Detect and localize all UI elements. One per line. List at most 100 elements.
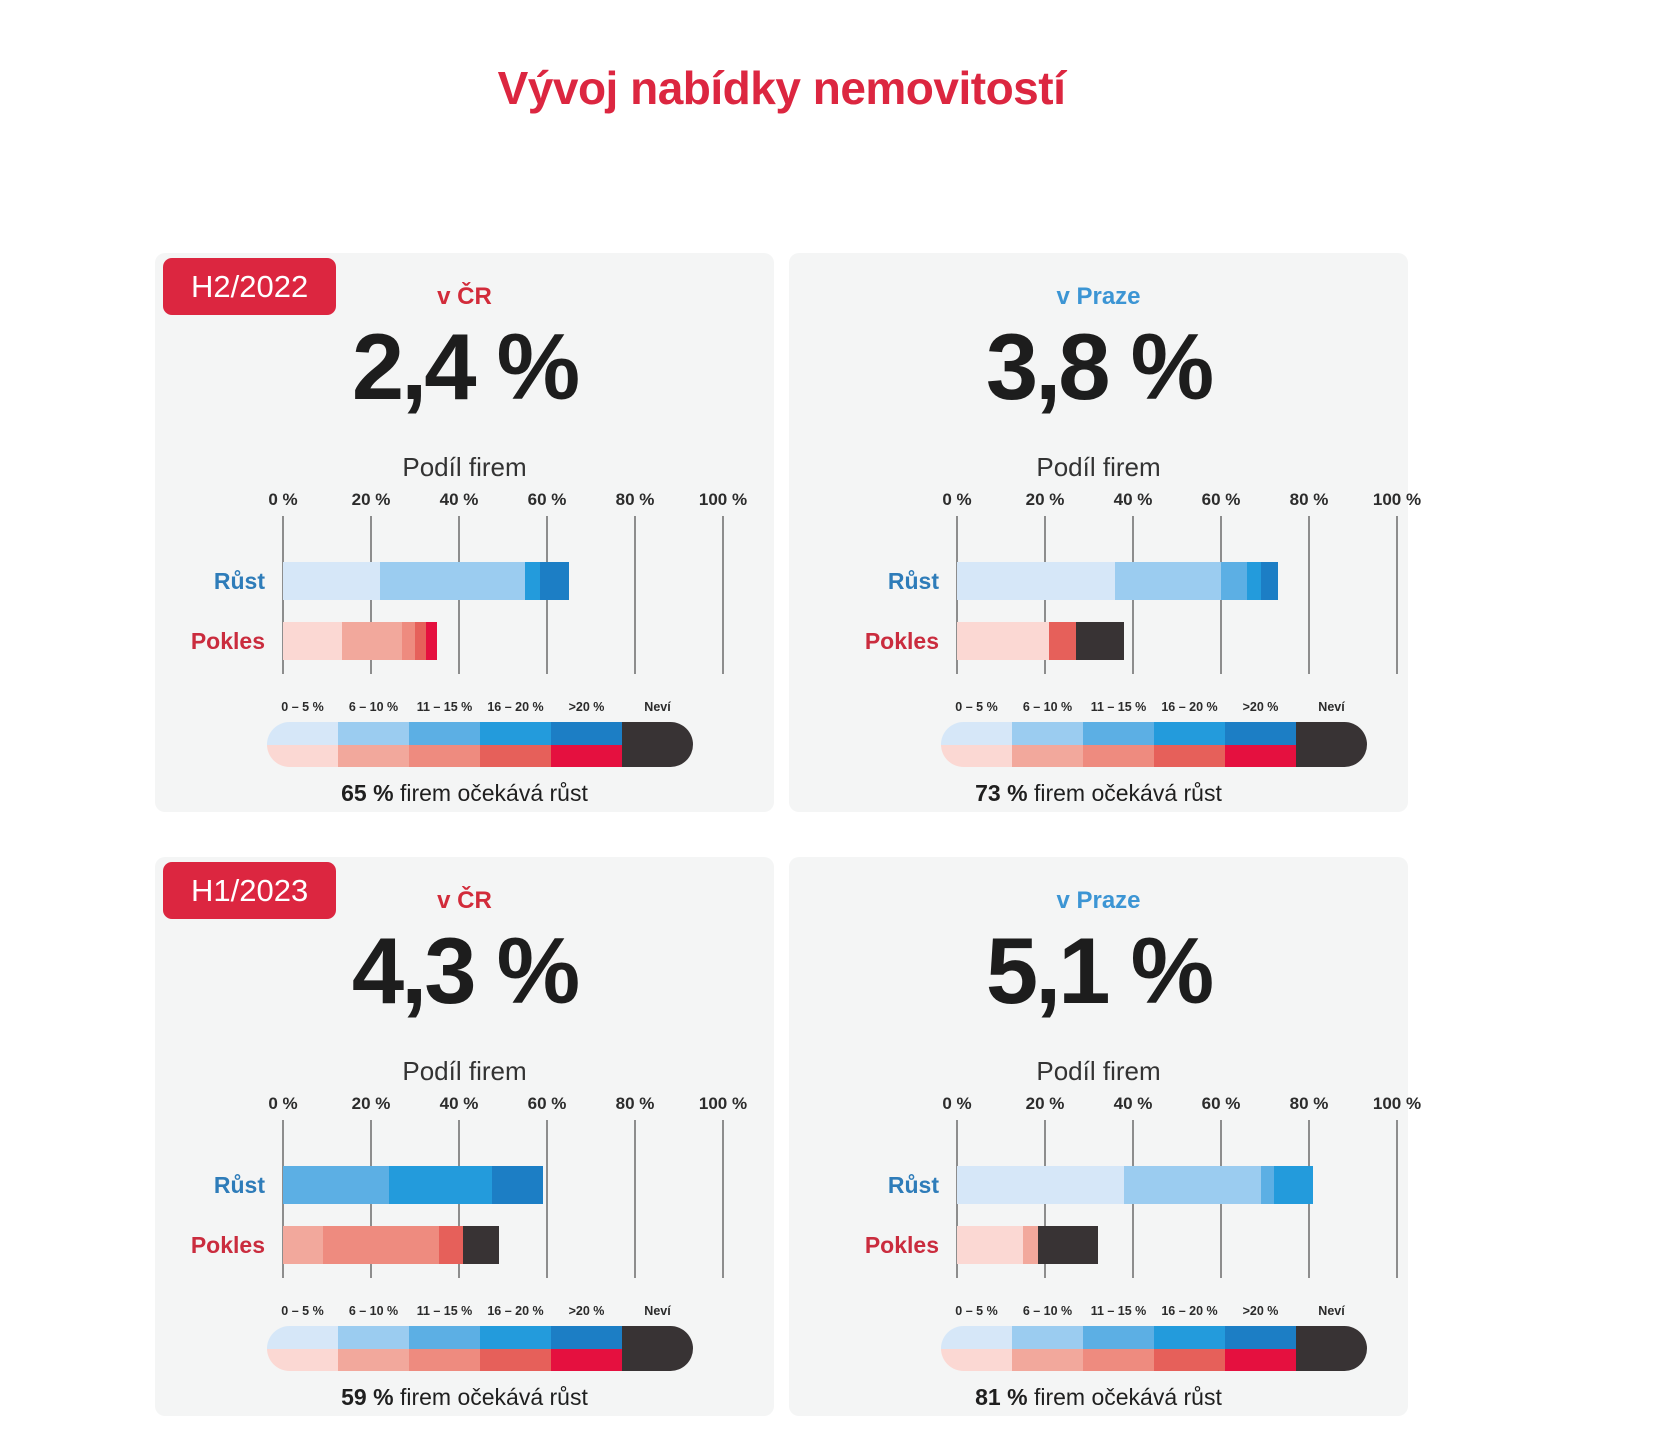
legend-label: 0 – 5 % <box>955 1304 998 1318</box>
legend-cell-red <box>267 1348 338 1371</box>
bar-row-pokles <box>283 1226 723 1264</box>
bar-segment <box>957 1226 1023 1264</box>
legend-cell-nevi <box>622 722 693 767</box>
bar-segment <box>1260 562 1279 600</box>
panel-h2-2022-praha: v Praze 3,8 % Podíl firem 0 % 20 % 40 % 60 % 80… <box>789 253 1421 812</box>
legend-cell-red <box>409 744 480 767</box>
legend-label: 16 – 20 % <box>1161 1304 1218 1318</box>
row-label-rust: Růst <box>887 1172 939 1198</box>
legend-label: Neví <box>1318 1304 1345 1318</box>
legend-cell-red <box>1012 1348 1083 1371</box>
panels-grid: H2/2022 v ČR 2,4 % Podíl firem 0 % 20 % 40 % 60… <box>155 253 1421 1416</box>
legend-cell-blue <box>480 1326 551 1349</box>
legend-cell-red <box>480 1348 551 1371</box>
legend-cell-red <box>1083 744 1154 767</box>
axis-tick: 60 % <box>527 1094 567 1113</box>
legend-cell-nevi <box>1296 1326 1367 1371</box>
row-label-pokles: Pokles <box>864 628 939 654</box>
bar-segment <box>1220 562 1248 600</box>
bar-segment <box>957 562 1116 600</box>
bar-segment <box>1115 562 1221 600</box>
axis-tick: 40 % <box>1113 1094 1153 1113</box>
legend-red-row <box>941 1348 1367 1371</box>
legend-label: Neví <box>1318 700 1345 714</box>
legend-strip <box>267 1326 693 1371</box>
legend-label: 16 – 20 % <box>1161 700 1218 714</box>
legend-label: Neví <box>644 700 671 714</box>
legend-label: 0 – 5 % <box>281 1304 324 1318</box>
legend-label: 0 – 5 % <box>955 700 998 714</box>
legend-blue-row <box>941 722 1367 745</box>
axis-ticks: 0 % 20 % 40 % 60 % 80 % 100 % <box>268 1094 747 1116</box>
bar-segment <box>1124 1166 1261 1204</box>
period-badge: H2/2022 <box>163 258 337 315</box>
axis-tick: 100 % <box>1372 490 1422 509</box>
axis-title: Podíl firem <box>402 1056 527 1086</box>
bar-segment-nevi <box>1075 622 1125 660</box>
legend-label: 6 – 10 % <box>348 700 399 714</box>
bar-segment <box>342 622 402 660</box>
legend-cell-red <box>1012 744 1083 767</box>
legend-red-row <box>267 1348 693 1371</box>
bar-segment <box>388 1166 492 1204</box>
axis-title: Podíl firem <box>1036 452 1161 482</box>
legend: 0 – 5 % 6 – 10 % 11 – 15 % 16 – 20 % >20 % Ne… <box>941 700 1367 767</box>
legend-label: >20 % <box>1242 1304 1279 1318</box>
bar-segment-nevi <box>1038 1226 1098 1264</box>
summary-value: 59 % <box>341 1384 394 1410</box>
summary-rest: firem očekává růst <box>1033 1384 1222 1410</box>
legend-cell-red <box>551 1348 622 1371</box>
legend-cell-blue <box>1225 1326 1296 1349</box>
legend-cell-nevi <box>1296 722 1367 767</box>
summary-value: 81 % <box>975 1384 1028 1410</box>
legend-red-row <box>267 744 693 767</box>
summary-rest: firem očekává růst <box>399 780 588 806</box>
legend-cell-blue <box>267 1326 338 1349</box>
legend: 0 – 5 % 6 – 10 % 11 – 15 % 16 – 20 % >20 % Ne… <box>267 1304 693 1371</box>
legend-label: 11 – 15 % <box>416 1304 473 1318</box>
gridline <box>634 516 636 674</box>
headline-value: 4,3 % <box>351 918 580 1023</box>
gridline <box>546 1120 548 1278</box>
legend-cell-blue <box>1225 722 1296 745</box>
legend: 0 – 5 % 6 – 10 % 11 – 15 % 16 – 20 % >20 % Ne… <box>267 700 693 767</box>
legend-cell-blue <box>409 722 480 745</box>
gridline <box>1396 516 1398 674</box>
legend-cell-red <box>1154 744 1225 767</box>
bar-row-pokles <box>283 622 723 660</box>
panel-h2-2022-cr: H2/2022 v ČR 2,4 % Podíl firem 0 % 20 % 40 % 60… <box>155 253 774 812</box>
axis-tick: 40 % <box>439 490 479 509</box>
axis-tick: 80 % <box>615 1094 655 1113</box>
row-label-rust: Růst <box>213 568 265 594</box>
legend-cell-nevi <box>622 1326 693 1371</box>
bar-row-rust <box>957 562 1397 600</box>
bar-segment <box>540 562 569 600</box>
bar-segment <box>283 562 380 600</box>
legend-cell-red <box>1154 1348 1225 1371</box>
legend-cell-blue <box>338 722 409 745</box>
axis-tick: 100 % <box>698 1094 748 1113</box>
legend-cell-blue <box>941 1326 1012 1349</box>
bar-segment <box>1260 1166 1274 1204</box>
summary-rest: firem očekává růst <box>1033 780 1222 806</box>
gridline <box>722 516 724 674</box>
legend-cell-blue <box>267 722 338 745</box>
legend-cell-blue <box>1154 722 1225 745</box>
bar-segment <box>1049 622 1076 660</box>
legend-labels: 0 – 5 % 6 – 10 % 11 – 15 % 16 – 20 % >20 % Ne… <box>941 1304 1367 1320</box>
region-label: v Praze <box>1056 887 1141 914</box>
legend-cell-red <box>1225 1348 1296 1371</box>
legend-labels: 0 – 5 % 6 – 10 % 11 – 15 % 16 – 20 % >20 % Ne… <box>941 700 1367 716</box>
legend-cell-red <box>941 744 1012 767</box>
legend-cell-red <box>1225 744 1296 767</box>
legend-cell-blue <box>1083 722 1154 745</box>
axis-tick: 20 % <box>1025 1094 1065 1113</box>
summary-text: 59 % firem očekává růst <box>155 1384 774 1411</box>
legend-label: 11 – 15 % <box>1090 700 1147 714</box>
legend-cell-red <box>409 1348 480 1371</box>
legend-label: 6 – 10 % <box>1022 700 1073 714</box>
axis-tick: 20 % <box>351 1094 391 1113</box>
axis-tick: 60 % <box>1201 1094 1241 1113</box>
plot-area: Růst Pokles <box>865 1120 1398 1278</box>
